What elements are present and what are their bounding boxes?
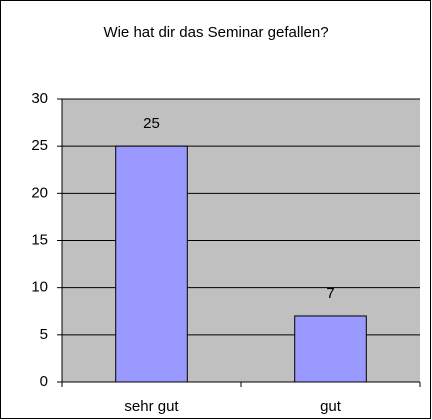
bar <box>115 145 188 383</box>
y-tick-label: 15 <box>31 231 48 248</box>
chart-title: Wie hat dir das Seminar gefallen? <box>103 24 328 41</box>
y-tick-label: 30 <box>31 90 48 107</box>
data-label: 25 <box>143 115 160 132</box>
data-label: 7 <box>326 285 334 302</box>
y-tick-label: 25 <box>31 137 48 154</box>
x-tick-label: gut <box>320 398 342 415</box>
bar <box>294 315 367 383</box>
y-tick-label: 0 <box>40 373 48 390</box>
x-tick-label: sehr gut <box>124 398 179 415</box>
y-tick-label: 5 <box>40 326 48 343</box>
y-tick-label: 10 <box>31 279 48 296</box>
y-tick-label: 20 <box>31 184 48 201</box>
